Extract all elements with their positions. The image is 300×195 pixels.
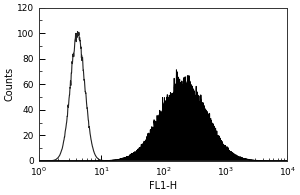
X-axis label: FL1-H: FL1-H [149, 181, 177, 191]
Y-axis label: Counts: Counts [4, 67, 14, 101]
